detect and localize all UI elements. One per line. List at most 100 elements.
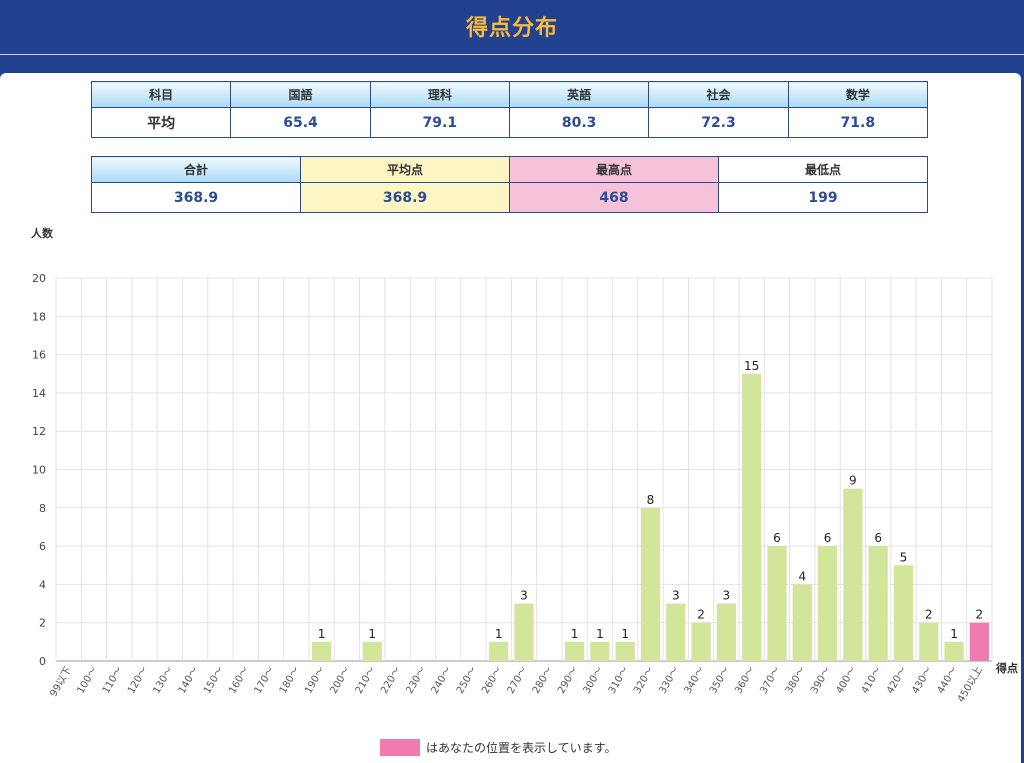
bar-value-label: 3	[723, 589, 731, 603]
subject-average-value: 72.3	[648, 107, 789, 138]
bar-value-label: 3	[672, 589, 680, 603]
page-header: 得点分布	[0, 0, 1024, 55]
y-tick-label: 8	[39, 502, 46, 515]
y-tick-label: 2	[39, 617, 46, 630]
bar-value-label: 1	[950, 627, 958, 641]
x-tick-label: 280～	[531, 665, 555, 696]
x-tick-label: 100～	[75, 665, 99, 696]
x-tick-label: 99以下	[48, 665, 74, 699]
bar-value-label: 4	[798, 569, 806, 583]
x-tick-label: 310～	[607, 665, 631, 696]
subject-name: 数学	[787, 81, 929, 108]
x-tick-label: 330～	[657, 665, 681, 696]
bar-value-label: 9	[849, 474, 857, 488]
legend-swatch	[380, 739, 420, 756]
subject-name: 理科	[369, 81, 510, 108]
subject-name: 英語	[508, 81, 650, 108]
bar	[615, 641, 635, 661]
bar-value-label: 2	[925, 608, 933, 622]
x-tick-label: 260～	[480, 665, 504, 696]
y-tick-label: 10	[32, 464, 46, 477]
bar	[312, 641, 332, 661]
x-tick-label: 230～	[404, 665, 428, 696]
subject-average-value: 79.1	[369, 107, 510, 138]
bar	[489, 641, 509, 661]
legend-text: はあなたの位置を表示しています。	[426, 741, 617, 755]
bar-value-label: 15	[744, 359, 759, 373]
y-tick-label: 16	[32, 349, 46, 362]
page-title: 得点分布	[465, 16, 558, 41]
bar	[893, 565, 914, 661]
x-tick-label: 120～	[126, 665, 150, 696]
x-tick-label: 370～	[758, 665, 782, 696]
x-tick-label: 180～	[278, 665, 302, 696]
x-tick-label: 140～	[177, 665, 201, 696]
min-score-value: 199	[718, 182, 928, 213]
subject-average-row: 平均 65.4 79.1 80.3 72.3 71.8	[90, 107, 929, 138]
bar	[666, 603, 686, 661]
subject-average-value: 65.4	[230, 107, 371, 138]
x-tick-label: 430～	[910, 665, 934, 696]
y-axis-label: 人数	[31, 226, 54, 240]
x-tick-label: 150～	[202, 665, 226, 696]
subject-header-row: 科目 国語 理科 英語 社会 数学	[90, 81, 929, 108]
x-tick-label: 220～	[379, 665, 403, 696]
bar	[817, 546, 838, 661]
x-tick-label: 360～	[733, 665, 757, 696]
bar-value-label: 1	[368, 627, 376, 641]
subject-average-table: 科目 国語 理科 英語 社会 数学 平均 65.4 79.1 80.3 72.3…	[90, 81, 929, 138]
bar	[362, 641, 382, 661]
bar-value-label: 6	[773, 531, 781, 545]
x-tick-label: 420～	[885, 665, 909, 696]
bar-value-label: 5	[900, 550, 908, 564]
bar	[691, 622, 711, 661]
x-tick-label: 340～	[683, 665, 707, 696]
x-tick-label: 170～	[253, 665, 277, 696]
x-tick-label: 190～	[303, 665, 327, 696]
y-tick-label: 18	[32, 310, 46, 323]
x-tick-label: 210～	[354, 665, 378, 696]
x-tick-label: 240～	[430, 665, 454, 696]
y-tick-label: 0	[39, 655, 46, 668]
total-label: 合計	[91, 156, 301, 183]
bar-value-label: 2	[697, 608, 705, 622]
bar	[969, 622, 989, 661]
max-score-label: 最高点	[509, 156, 719, 183]
bar-value-label: 6	[824, 531, 832, 545]
bar-value-label: 1	[596, 627, 604, 641]
bar-value-label: 2	[976, 608, 984, 622]
x-tick-label: 410～	[860, 665, 884, 696]
average-row-label: 平均	[90, 107, 232, 138]
x-tick-label: 270～	[506, 665, 530, 696]
header-divider	[0, 54, 1024, 55]
bar	[716, 603, 736, 661]
subject-name: 社会	[648, 81, 789, 108]
bar	[868, 546, 888, 661]
x-tick-label: 390～	[809, 665, 833, 696]
bar-value-label: 1	[571, 627, 579, 641]
x-tick-label: 380～	[784, 665, 808, 696]
mean-score-value: 368.9	[300, 182, 510, 213]
y-tick-label: 20	[32, 272, 46, 285]
max-score-value: 468	[509, 182, 719, 213]
x-axis-label: 得点	[995, 661, 1018, 675]
bar	[843, 488, 863, 661]
y-tick-label: 14	[32, 387, 46, 400]
bar	[944, 641, 964, 661]
x-tick-label: 130～	[151, 665, 175, 696]
summary-value-row: 368.9 368.9 468 199	[91, 182, 928, 213]
total-value: 368.9	[91, 182, 301, 213]
x-tick-label: 110～	[101, 665, 125, 696]
bar-value-label: 1	[318, 627, 326, 641]
x-tick-label: 440～	[936, 665, 960, 696]
subject-average-value: 71.8	[787, 107, 929, 138]
subject-average-value: 80.3	[508, 107, 650, 138]
y-tick-label: 4	[39, 578, 46, 591]
subject-header-label: 科目	[90, 81, 232, 108]
subject-name: 国語	[230, 81, 371, 108]
x-tick-label: 350～	[708, 665, 732, 696]
bar	[742, 373, 762, 661]
bar	[564, 641, 585, 661]
bar	[919, 622, 939, 661]
